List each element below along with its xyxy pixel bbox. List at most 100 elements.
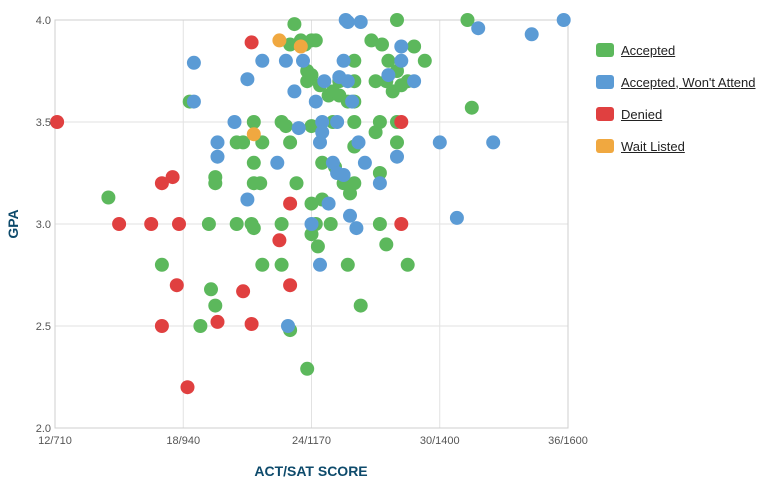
- data-point[interactable]: [283, 196, 298, 211]
- data-point[interactable]: [417, 53, 432, 68]
- data-point[interactable]: [193, 319, 208, 333]
- data-point[interactable]: [340, 15, 355, 29]
- data-point[interactable]: [368, 74, 383, 89]
- data-point[interactable]: [289, 176, 304, 191]
- data-point[interactable]: [240, 72, 255, 87]
- data-point[interactable]: [291, 121, 306, 136]
- data-point[interactable]: [283, 37, 298, 52]
- data-point[interactable]: [112, 217, 127, 231]
- data-point[interactable]: [186, 55, 201, 70]
- data-point[interactable]: [283, 135, 298, 150]
- legend-item[interactable]: Accepted, Won't Attend: [596, 66, 756, 98]
- data-point[interactable]: [375, 37, 389, 52]
- data-point[interactable]: [400, 257, 415, 272]
- data-point[interactable]: [255, 53, 270, 68]
- data-point[interactable]: [278, 53, 293, 68]
- data-point[interactable]: [201, 217, 216, 231]
- data-point[interactable]: [394, 217, 409, 231]
- data-point[interactable]: [340, 257, 355, 272]
- data-point[interactable]: [304, 217, 319, 231]
- data-point[interactable]: [208, 298, 223, 313]
- data-point[interactable]: [460, 13, 475, 27]
- data-point[interactable]: [349, 221, 364, 236]
- data-point[interactable]: [210, 149, 225, 164]
- data-point[interactable]: [236, 284, 251, 299]
- data-point[interactable]: [246, 115, 261, 129]
- data-point[interactable]: [353, 15, 368, 29]
- data-point[interactable]: [270, 155, 285, 170]
- data-point[interactable]: [210, 314, 225, 329]
- data-point[interactable]: [204, 282, 218, 297]
- data-point[interactable]: [486, 135, 501, 150]
- data-point[interactable]: [304, 119, 319, 134]
- data-point[interactable]: [246, 221, 261, 236]
- data-point[interactable]: [372, 176, 387, 191]
- data-point[interactable]: [323, 217, 338, 231]
- data-point[interactable]: [287, 84, 302, 99]
- data-point[interactable]: [240, 192, 255, 207]
- data-point[interactable]: [144, 217, 159, 231]
- data-point[interactable]: [351, 135, 366, 150]
- data-point[interactable]: [274, 217, 289, 231]
- data-point[interactable]: [304, 196, 319, 211]
- data-point[interactable]: [272, 233, 287, 248]
- data-point[interactable]: [154, 319, 169, 333]
- data-point[interactable]: [272, 33, 287, 48]
- data-point[interactable]: [379, 237, 394, 252]
- data-point[interactable]: [244, 35, 259, 50]
- legend-item[interactable]: Denied: [596, 98, 756, 130]
- data-point[interactable]: [317, 74, 332, 89]
- data-point[interactable]: [524, 27, 539, 42]
- data-point[interactable]: [165, 170, 180, 185]
- data-point[interactable]: [340, 74, 355, 89]
- data-point[interactable]: [281, 319, 295, 333]
- data-point[interactable]: [154, 176, 169, 191]
- data-point[interactable]: [381, 53, 396, 68]
- data-point[interactable]: [180, 380, 195, 395]
- data-point[interactable]: [372, 217, 387, 231]
- data-point[interactable]: [255, 257, 270, 272]
- data-point[interactable]: [210, 135, 225, 150]
- data-point[interactable]: [244, 317, 259, 331]
- data-point[interactable]: [471, 21, 486, 36]
- data-point[interactable]: [283, 278, 298, 293]
- data-point[interactable]: [101, 190, 116, 205]
- data-point[interactable]: [287, 17, 302, 32]
- data-point[interactable]: [50, 115, 65, 129]
- data-point[interactable]: [394, 53, 409, 68]
- data-point[interactable]: [300, 361, 315, 376]
- data-point[interactable]: [381, 68, 396, 83]
- data-point[interactable]: [432, 135, 447, 150]
- data-point[interactable]: [345, 94, 360, 109]
- data-point[interactable]: [313, 257, 327, 272]
- data-point[interactable]: [407, 39, 422, 54]
- data-point[interactable]: [308, 94, 323, 109]
- data-point[interactable]: [364, 33, 379, 48]
- data-point[interactable]: [186, 94, 201, 109]
- data-point[interactable]: [390, 149, 404, 164]
- data-point[interactable]: [336, 168, 351, 182]
- data-point[interactable]: [390, 135, 404, 150]
- data-point[interactable]: [353, 298, 368, 313]
- data-point[interactable]: [321, 196, 336, 211]
- data-point[interactable]: [169, 278, 184, 293]
- data-point[interactable]: [310, 239, 325, 254]
- data-point[interactable]: [449, 210, 464, 225]
- data-point[interactable]: [347, 115, 362, 129]
- data-point[interactable]: [336, 53, 351, 68]
- data-point[interactable]: [347, 176, 362, 191]
- data-point[interactable]: [556, 13, 571, 27]
- data-point[interactable]: [154, 257, 169, 272]
- data-point[interactable]: [394, 115, 409, 129]
- data-point[interactable]: [253, 176, 268, 191]
- data-point[interactable]: [372, 166, 387, 180]
- data-point[interactable]: [315, 115, 330, 129]
- data-point[interactable]: [343, 208, 357, 223]
- data-point[interactable]: [315, 155, 330, 170]
- data-point[interactable]: [407, 74, 422, 89]
- data-point[interactable]: [229, 217, 244, 231]
- data-point[interactable]: [390, 13, 404, 27]
- data-point[interactable]: [172, 217, 186, 231]
- data-point[interactable]: [394, 39, 409, 54]
- data-point[interactable]: [296, 53, 310, 68]
